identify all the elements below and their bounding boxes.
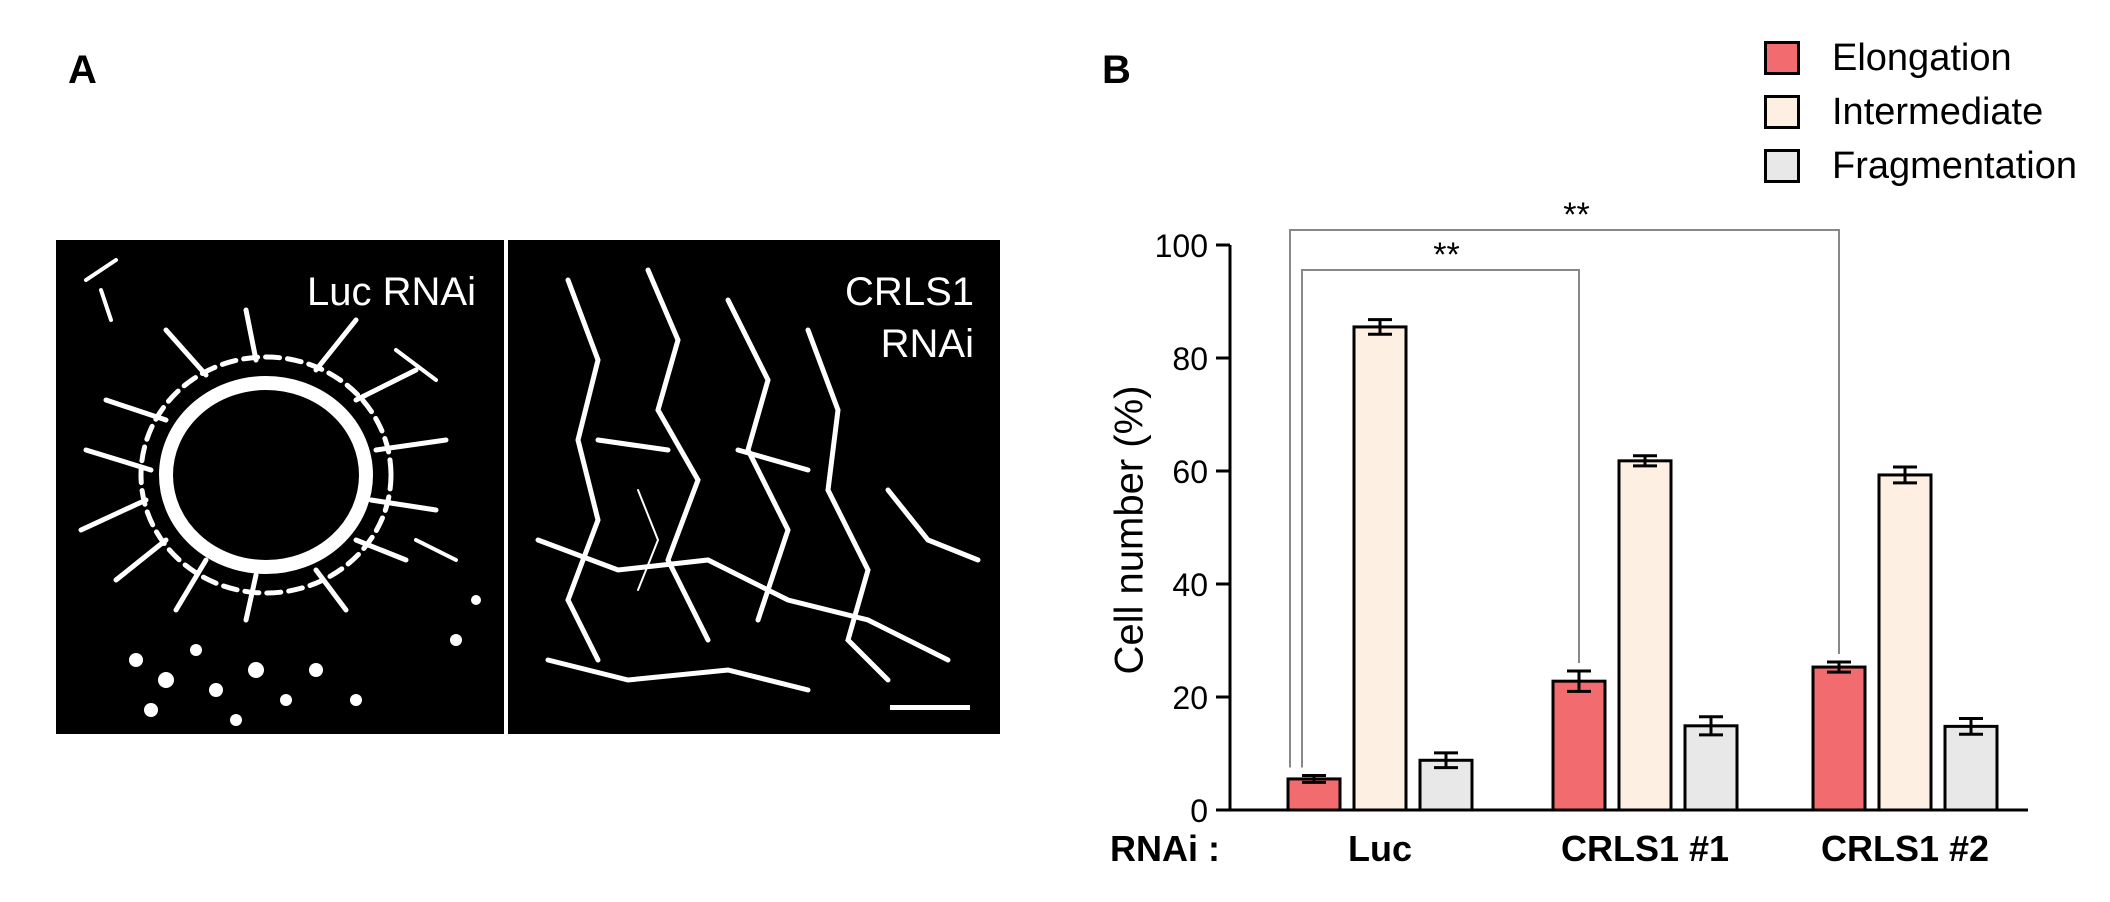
legend-label-elongation: Elongation	[1832, 36, 2012, 79]
legend-swatch-fragmentation	[1764, 149, 1800, 183]
crls1-label-line2: RNAi	[880, 322, 974, 366]
y-tick-label-0: 0	[1190, 793, 1208, 829]
significance-bracket-1	[1289, 229, 1840, 768]
significance-label-0: **	[1433, 236, 1459, 274]
bar-elongation-2	[1811, 665, 1867, 812]
x-category-crls1-1: CRLS1 #1	[1560, 828, 1730, 869]
legend-item-intermediate: Intermediate	[1764, 90, 2044, 133]
bar-elongation-1	[1551, 679, 1607, 812]
y-tick-label-40: 40	[1172, 567, 1208, 603]
crls1-rnai-micrograph: CRLS1 RNAi	[508, 240, 1000, 734]
bar-fragmentation-2	[1943, 724, 1999, 812]
crls1-label-line1: CRLS1	[845, 270, 974, 314]
scale-bar	[890, 705, 970, 710]
x-axis-prefix: RNAi :	[1110, 828, 1220, 869]
panel-b-letter: B	[1102, 48, 1131, 92]
y-tick-label-100: 100	[1155, 228, 1208, 264]
y-tick-label-20: 20	[1172, 680, 1208, 716]
luc-rnai-label: Luc RNAi	[307, 270, 476, 314]
mitochondria-network-luc	[78, 258, 481, 726]
crls1-rnai-label: CRLS1 RNAi	[845, 266, 974, 370]
bar-fragmentation-1	[1683, 724, 1739, 812]
x-category-crls1-2: CRLS1 #2	[1820, 828, 1990, 869]
legend-swatch-elongation	[1764, 41, 1800, 75]
bar-elongation-0	[1286, 777, 1342, 812]
y-tick-label-60: 60	[1172, 454, 1208, 490]
bar-intermediate-0	[1352, 325, 1408, 812]
legend-swatch-intermediate	[1764, 95, 1800, 129]
bar-intermediate-2	[1877, 473, 1933, 812]
mitochondria-network-crls1	[535, 267, 981, 693]
panel-a-letter: A	[68, 48, 97, 92]
x-category-luc: Luc	[1347, 828, 1413, 869]
legend-label-intermediate: Intermediate	[1832, 90, 2044, 133]
micrograph-divider	[504, 240, 508, 734]
legend-label-fragmentation: Fragmentation	[1832, 144, 2078, 187]
significance-bracket-0	[1301, 269, 1580, 768]
luc-rnai-micrograph: Luc RNAi	[56, 240, 504, 734]
significance-label-1: **	[1563, 196, 1589, 234]
bar-intermediate-1	[1617, 459, 1673, 812]
legend-item-elongation: Elongation	[1764, 36, 2012, 79]
legend-item-fragmentation: Fragmentation	[1764, 144, 2078, 187]
y-tick-label-80: 80	[1172, 341, 1208, 377]
y-axis-title: Cell number (%)	[1107, 385, 1152, 675]
